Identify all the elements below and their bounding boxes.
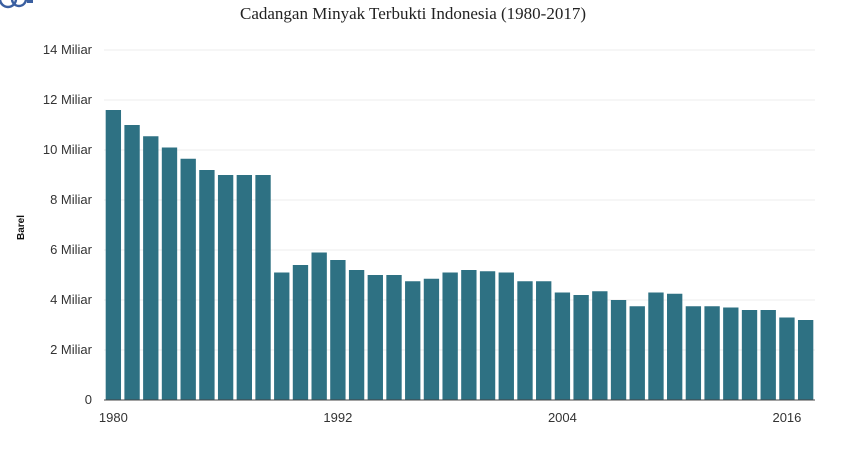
bar-1990	[292, 265, 309, 400]
bar-1991	[311, 252, 327, 400]
bar-1986	[217, 175, 234, 400]
bar-2013	[723, 307, 739, 400]
y-tick-label: 14 Miliar	[43, 42, 93, 57]
bar-1993	[348, 270, 365, 400]
y-tick-label: 10 Miliar	[43, 142, 93, 157]
bar-2008	[629, 306, 645, 400]
x-tick-label: 2016	[772, 410, 801, 425]
bar-1989	[274, 272, 290, 400]
y-tick-label: 0	[85, 392, 92, 407]
bar-1982	[143, 136, 159, 400]
x-tick-label: 1980	[99, 410, 128, 425]
y-tick-label: 12 Miliar	[43, 92, 93, 107]
bar-2014	[741, 310, 758, 400]
bar-2012	[704, 306, 720, 400]
bar-1984	[180, 158, 196, 400]
y-tick-label: 6 Miliar	[50, 242, 93, 257]
x-tick-label: 2004	[548, 410, 577, 425]
bar-2011	[685, 306, 702, 400]
bar-1983	[161, 147, 178, 400]
bar-1999	[461, 270, 477, 400]
bar-2003	[536, 281, 552, 400]
y-tick-label: 2 Miliar	[50, 342, 93, 357]
bar-2007	[610, 300, 627, 400]
bar-2015	[760, 310, 776, 400]
bar-2006	[592, 291, 608, 400]
bar-2004	[554, 292, 571, 400]
bar-1981	[124, 125, 140, 400]
bar-1998	[442, 272, 458, 400]
bar-2010	[666, 293, 683, 400]
bar-2002	[517, 281, 533, 400]
bar-2001	[498, 272, 514, 400]
chart-title: Cadangan Minyak Terbukti Indonesia (1980…	[240, 4, 586, 23]
bar-2000	[479, 271, 496, 400]
bar-1987	[236, 175, 253, 400]
y-tick-label: 4 Miliar	[50, 292, 93, 307]
bar-2005	[573, 295, 589, 400]
logo-fragment	[0, 0, 33, 9]
bar-1996	[405, 281, 421, 400]
bar-1994	[367, 275, 383, 400]
bar-1985	[199, 170, 215, 400]
bar-1992	[330, 260, 346, 400]
bar-1988	[255, 175, 271, 400]
bar-2016	[779, 317, 795, 400]
bar-2017	[797, 320, 814, 400]
bar-1980	[105, 110, 122, 400]
bar-2009	[648, 292, 664, 400]
x-tick-label: 1992	[323, 410, 352, 425]
bar-1997	[423, 278, 440, 400]
y-tick-label: 8 Miliar	[50, 192, 93, 207]
bar-1995	[386, 275, 402, 400]
